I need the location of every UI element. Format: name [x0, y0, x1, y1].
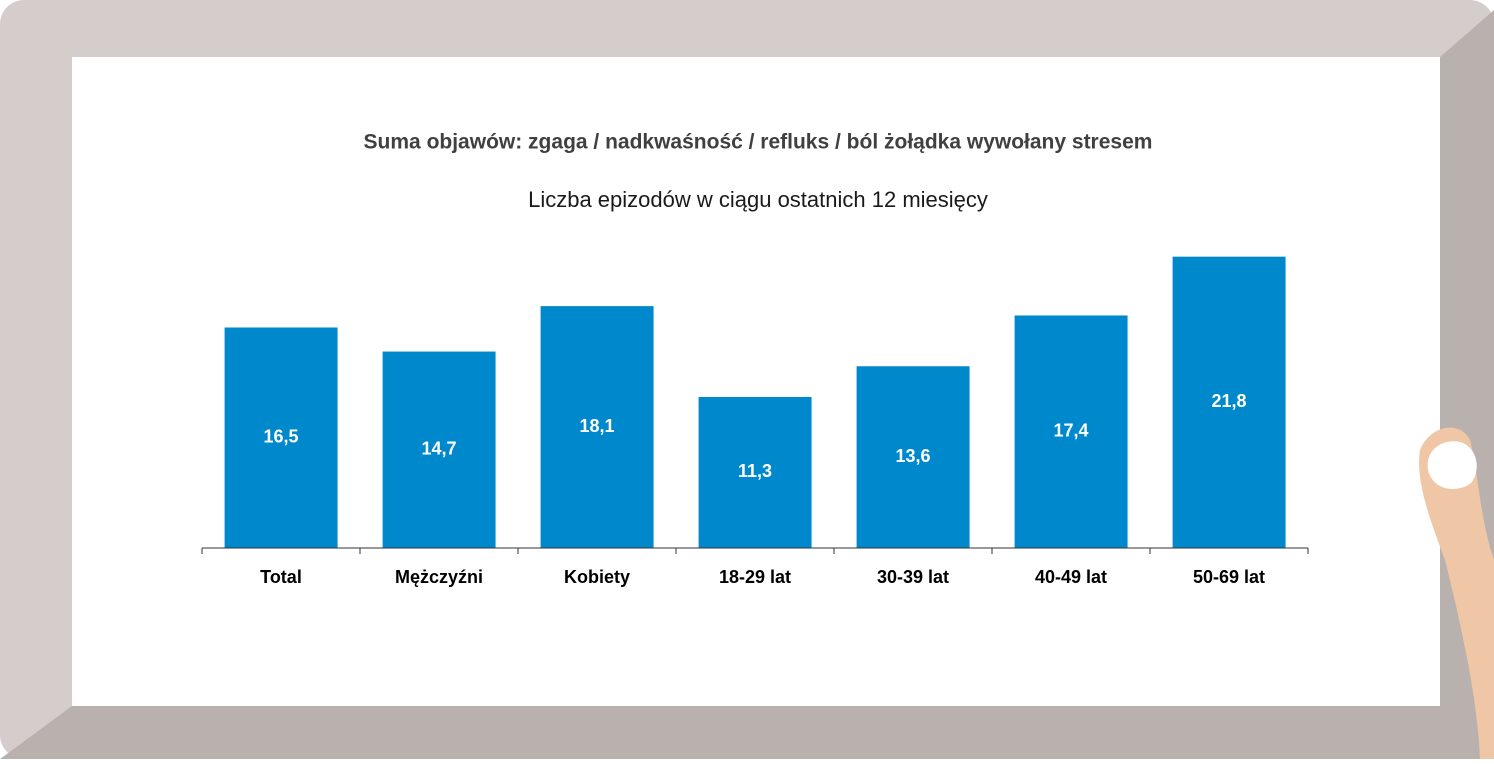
value-label: 13,6 — [895, 446, 930, 466]
x-tick-label: Mężczyźni — [395, 567, 483, 587]
bar — [224, 327, 338, 548]
value-label: 21,8 — [1211, 391, 1246, 411]
value-label: 16,5 — [263, 427, 298, 447]
finger — [1419, 427, 1494, 759]
chart-title: Suma objawów: zgaga / nadkwaśność / refl… — [364, 131, 1153, 154]
x-tick-label: 18-29 lat — [719, 567, 791, 587]
bar — [1172, 256, 1286, 548]
bar — [382, 351, 496, 548]
value-label: 14,7 — [421, 439, 456, 459]
value-label: 17,4 — [1053, 420, 1088, 440]
bar — [698, 396, 812, 548]
x-tick-label: 30-39 lat — [877, 567, 949, 587]
x-tick-label: 50-69 lat — [1193, 567, 1265, 587]
bar — [1014, 315, 1128, 548]
x-tick-label: 40-49 lat — [1035, 567, 1107, 587]
value-label: 18,1 — [579, 416, 614, 436]
chart-subtitle: Liczba epizodów w ciągu ostatnich 12 mie… — [528, 187, 988, 212]
x-tick-label: Kobiety — [564, 567, 630, 587]
bar — [540, 306, 654, 548]
x-tick-label: Total — [260, 567, 302, 587]
fingernail — [1427, 441, 1477, 490]
bar — [856, 366, 970, 548]
value-label: 11,3 — [738, 461, 772, 481]
